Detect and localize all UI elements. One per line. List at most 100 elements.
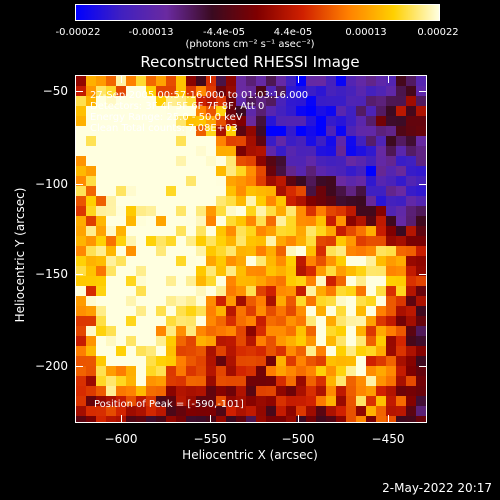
heatmap-cell (246, 206, 256, 216)
heatmap-cell (196, 136, 206, 146)
heatmap-cell (326, 276, 336, 286)
heatmap-cell (216, 166, 226, 176)
heatmap-cell (266, 336, 276, 346)
heatmap-cell (406, 236, 416, 246)
heatmap-cell (406, 336, 416, 346)
heatmap-cell (286, 236, 296, 246)
heatmap-cell (166, 216, 176, 226)
heatmap-cell (186, 256, 196, 266)
heatmap-cell (346, 76, 356, 86)
heatmap-cell (226, 206, 236, 216)
heatmap-cell (416, 136, 426, 146)
heatmap-cell (386, 236, 396, 246)
x-tickmark (388, 75, 389, 83)
heatmap-cell (396, 386, 406, 396)
heatmap-cell (306, 226, 316, 236)
heatmap-cell (366, 306, 376, 316)
heatmap-cell (86, 356, 96, 366)
heatmap-cell (286, 306, 296, 316)
heatmap-cell (306, 76, 316, 86)
heatmap-cell (396, 406, 406, 416)
y-tickmark (419, 274, 427, 275)
heatmap-cell (346, 146, 356, 156)
heatmap-cell (366, 406, 376, 416)
heatmap-cell (236, 266, 246, 276)
heatmap-cell (146, 116, 156, 126)
heatmap-cell (276, 386, 286, 396)
heatmap-cell (206, 356, 216, 366)
heatmap-cell (386, 316, 396, 326)
heatmap-cell (106, 266, 116, 276)
heatmap-cell (276, 176, 286, 186)
heatmap-cell (136, 126, 146, 136)
heatmap-cell (356, 296, 366, 306)
heatmap-cell (206, 136, 216, 146)
heatmap-cell (366, 86, 376, 96)
heatmap-cell (156, 96, 166, 106)
heatmap-cell (126, 106, 136, 116)
heatmap-cell (256, 176, 266, 186)
heatmap-cell (356, 146, 366, 156)
x-tick-label: −500 (281, 432, 315, 446)
heatmap-cell (156, 216, 166, 226)
heatmap-cell (366, 326, 376, 336)
heatmap-cell (76, 406, 86, 416)
heatmap-cell (116, 176, 126, 186)
heatmap-cell (106, 386, 116, 396)
heatmap-cell (306, 176, 316, 186)
heatmap-cell (246, 156, 256, 166)
heatmap-cell (156, 156, 166, 166)
heatmap-cell (96, 86, 106, 96)
heatmap-cell (266, 96, 276, 106)
heatmap-cell (136, 236, 146, 246)
heatmap-cell (376, 276, 386, 286)
heatmap-cell (206, 156, 216, 166)
heatmap-cell (276, 166, 286, 176)
heatmap-cell (116, 326, 126, 336)
heatmap-cell (366, 246, 376, 256)
heatmap-cell (356, 236, 366, 246)
heatmap-cell (346, 336, 356, 346)
heatmap-cell (176, 326, 186, 336)
heatmap-cell (206, 196, 216, 206)
heatmap-cell (156, 336, 166, 346)
heatmap-cell (246, 106, 256, 116)
heatmap-cell (236, 276, 246, 286)
heatmap-cell (416, 236, 426, 246)
heatmap-cell (256, 246, 266, 256)
heatmap-cell (236, 76, 246, 86)
heatmap-cell (406, 276, 416, 286)
heatmap-cell (236, 166, 246, 176)
heatmap-cell (116, 356, 126, 366)
heatmap-cell (156, 296, 166, 306)
heatmap-cell (356, 246, 366, 256)
heatmap-cell (206, 256, 216, 266)
x-tick-label: −450 (371, 432, 405, 446)
heatmap-cell (246, 366, 256, 376)
heatmap-cell (326, 286, 336, 296)
heatmap-cell (196, 296, 206, 306)
heatmap-cell (276, 406, 286, 416)
heatmap-cell (266, 216, 276, 226)
heatmap-cell (356, 176, 366, 186)
heatmap-cell (396, 336, 406, 346)
heatmap-cell (356, 356, 366, 366)
heatmap-cell (76, 326, 86, 336)
heatmap-cell (276, 116, 286, 126)
heatmap-cell (346, 236, 356, 246)
heatmap-cell (236, 406, 246, 416)
heatmap-cell (76, 296, 86, 306)
heatmap-cell (286, 96, 296, 106)
heatmap-cell (386, 356, 396, 366)
heatmap-cell (116, 236, 126, 246)
heatmap-cell (336, 346, 346, 356)
heatmap-cell (336, 116, 346, 126)
heatmap-cell (296, 416, 306, 422)
heatmap-cell (326, 176, 336, 186)
heatmap-cell (116, 386, 126, 396)
heatmap-cell (396, 266, 406, 276)
heatmap-cell (356, 256, 366, 266)
x-tickmark (121, 75, 122, 83)
heatmap-cell (286, 316, 296, 326)
heatmap-cell (126, 96, 136, 106)
